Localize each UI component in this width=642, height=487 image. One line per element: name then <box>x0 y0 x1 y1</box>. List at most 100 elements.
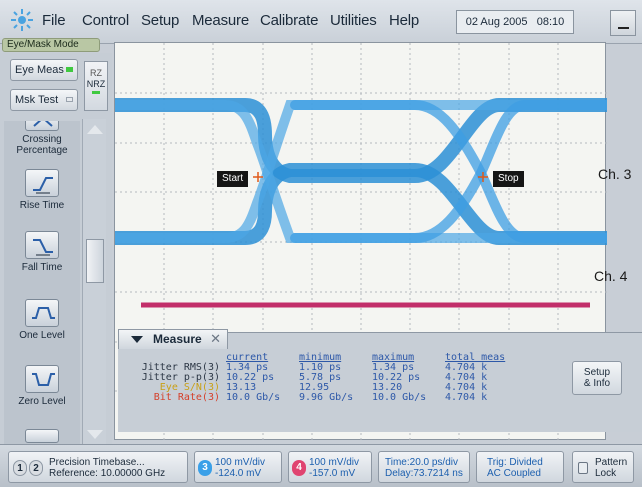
ch3-label: Ch. 3 <box>598 166 632 182</box>
header-maximum: maximum <box>372 352 415 363</box>
crossing-markers <box>253 172 488 182</box>
menu-measure[interactable]: Measure <box>192 12 249 29</box>
zero-level-item[interactable]: Zero Level <box>4 365 80 407</box>
cell-minimum: 1.10 ps <box>299 362 342 373</box>
cell-total: 4.704 k <box>445 372 488 383</box>
fall-time-item[interactable]: Fall Time <box>4 231 80 273</box>
measure-tab-label: Measure <box>153 332 202 346</box>
stop-label: Stop <box>498 173 519 184</box>
time-text: 08:10 <box>536 16 565 28</box>
cell-current: 10.22 ps <box>226 372 275 383</box>
cell-current: 10.0 Gb/s <box>226 392 281 403</box>
ch3-scale-button[interactable]: 3 100 mV/div -124.0 mV <box>194 451 282 483</box>
table-row: Eye S/N(3) 13.13 12.95 13.20 4.704 k <box>126 383 516 393</box>
cell-total: 4.704 k <box>445 392 488 403</box>
measurement-header-row: current minimum maximum total meas <box>126 353 516 363</box>
collapse-triangle-icon[interactable] <box>131 336 143 343</box>
eye-meas-label: Eye Meas <box>15 64 64 76</box>
minimize-button[interactable] <box>610 10 636 36</box>
row-label: Jitter p-p(3) <box>141 372 220 383</box>
app-logo-icon <box>11 9 33 31</box>
cell-maximum: 1.34 ps <box>372 362 415 373</box>
menu-utilities[interactable]: Utilities <box>330 12 377 29</box>
crossing-percentage-item[interactable]: Crossing Percentage <box>4 121 80 156</box>
trigger-button[interactable]: Trig: Divided AC Coupled <box>476 451 564 483</box>
eye-meas-button[interactable]: Eye Meas <box>10 59 78 81</box>
setup-info-button[interactable]: Setup & Info <box>572 361 622 395</box>
zero-level-label: Zero Level <box>18 396 66 407</box>
row-label: Jitter RMS(3) <box>141 362 220 373</box>
eye-diagram <box>115 98 607 245</box>
trigger-coupling: AC Coupled <box>487 468 541 479</box>
stop-marker[interactable]: Stop <box>493 171 524 187</box>
msk-test-led-icon <box>66 97 73 102</box>
msk-test-label: Msk Test <box>15 94 59 106</box>
menu-calibrate[interactable]: Calibrate <box>260 12 319 29</box>
measurement-scrollbar[interactable] <box>82 119 106 445</box>
menu-control[interactable]: Control <box>82 12 129 29</box>
mode-label: Eye/Mask Mode <box>2 38 100 52</box>
lock-label: Lock <box>595 468 617 479</box>
zero-level-icon <box>25 365 59 393</box>
channel-2-chip[interactable]: 2 <box>29 460 43 476</box>
ch3-offset: -124.0 mV <box>215 468 262 479</box>
pattern-lock-icon <box>578 462 588 474</box>
measurement-list: Crossing Percentage Rise Time Fall Time … <box>4 121 80 449</box>
date-text: 02 Aug 2005 <box>465 16 528 28</box>
ch4-scale-button[interactable]: 4 100 mV/div -157.0 mV <box>288 451 372 483</box>
fall-time-label: Fall Time <box>21 262 63 273</box>
one-level-label: One Level <box>19 330 65 341</box>
header-total-meas: total meas <box>445 352 506 363</box>
msk-test-button[interactable]: Msk Test <box>10 89 78 111</box>
crossing-percentage-icon <box>25 121 59 131</box>
cell-minimum: 5.78 ps <box>299 372 342 383</box>
header-current: current <box>226 352 269 363</box>
time-scale-button[interactable]: Time:20.0 ps/div Delay:73.7214 ns <box>378 451 470 483</box>
ch4-scale: 100 mV/div <box>309 457 360 468</box>
channel-4-chip: 4 <box>292 460 306 476</box>
cell-current: 1.34 ps <box>226 362 269 373</box>
ch4-label: Ch. 4 <box>594 268 628 284</box>
menu-help[interactable]: Help <box>389 12 420 29</box>
rise-time-label: Rise Time <box>19 200 65 211</box>
left-panel: Eye Meas Msk Test RZ NRZ Crossing Percen… <box>0 53 112 449</box>
start-label: Start <box>222 173 244 184</box>
start-marker[interactable]: Start <box>217 171 249 187</box>
close-icon[interactable]: ✕ <box>210 331 221 346</box>
cell-maximum: 13.20 <box>372 382 403 393</box>
timebase-button[interactable]: 1 2 Precision Timebase... Reference: 10.… <box>8 451 188 483</box>
cell-maximum: 10.22 ps <box>372 372 421 383</box>
fall-time-icon <box>25 231 59 259</box>
measure-tab[interactable]: Measure ✕ <box>118 329 228 349</box>
info-label: & Info <box>583 378 611 389</box>
scroll-down-icon[interactable] <box>87 430 103 439</box>
pattern-label: Pattern <box>595 457 628 468</box>
rz-label: RZ <box>90 68 102 78</box>
rise-time-item[interactable]: Rise Time <box>4 169 80 211</box>
measurement-table: current minimum maximum total meas Jitte… <box>126 353 516 403</box>
one-level-item[interactable]: One Level <box>4 299 80 341</box>
next-measurement-item[interactable] <box>4 429 80 446</box>
timebase-line1: Precision Timebase... <box>49 457 145 468</box>
scroll-thumb[interactable] <box>86 239 104 283</box>
timebase-text: Precision Timebase... Reference: 10.0000… <box>49 457 165 479</box>
row-label: Eye S/N(3) <box>159 382 220 393</box>
table-row: Jitter RMS(3) 1.34 ps 1.10 ps 1.34 ps 4.… <box>126 363 516 373</box>
cell-minimum: 12.95 <box>299 382 330 393</box>
setup-label: Setup <box>583 367 611 378</box>
pattern-lock-button[interactable]: Pattern Lock <box>572 451 634 483</box>
menu-file[interactable]: File <box>42 12 66 29</box>
row-label: Bit Rate(3) <box>153 392 220 403</box>
rz-nrz-toggle[interactable]: RZ NRZ <box>84 61 108 111</box>
nrz-led-icon <box>92 91 100 94</box>
cell-total: 4.704 k <box>445 382 488 393</box>
trigger-source: Trig: Divided <box>487 457 543 468</box>
channel-1-chip[interactable]: 1 <box>13 460 27 476</box>
date-time-display: 02 Aug 2005 08:10 <box>456 10 574 34</box>
timebase-line2: Reference: 10.00000 GHz <box>49 468 166 479</box>
nrz-label: NRZ <box>86 79 106 89</box>
table-row: Bit Rate(3) 10.0 Gb/s 9.96 Gb/s 10.0 Gb/… <box>126 393 516 403</box>
scroll-up-icon[interactable] <box>87 125 103 134</box>
status-bar: 1 2 Precision Timebase... Reference: 10.… <box>0 444 642 487</box>
menu-setup[interactable]: Setup <box>141 12 180 29</box>
